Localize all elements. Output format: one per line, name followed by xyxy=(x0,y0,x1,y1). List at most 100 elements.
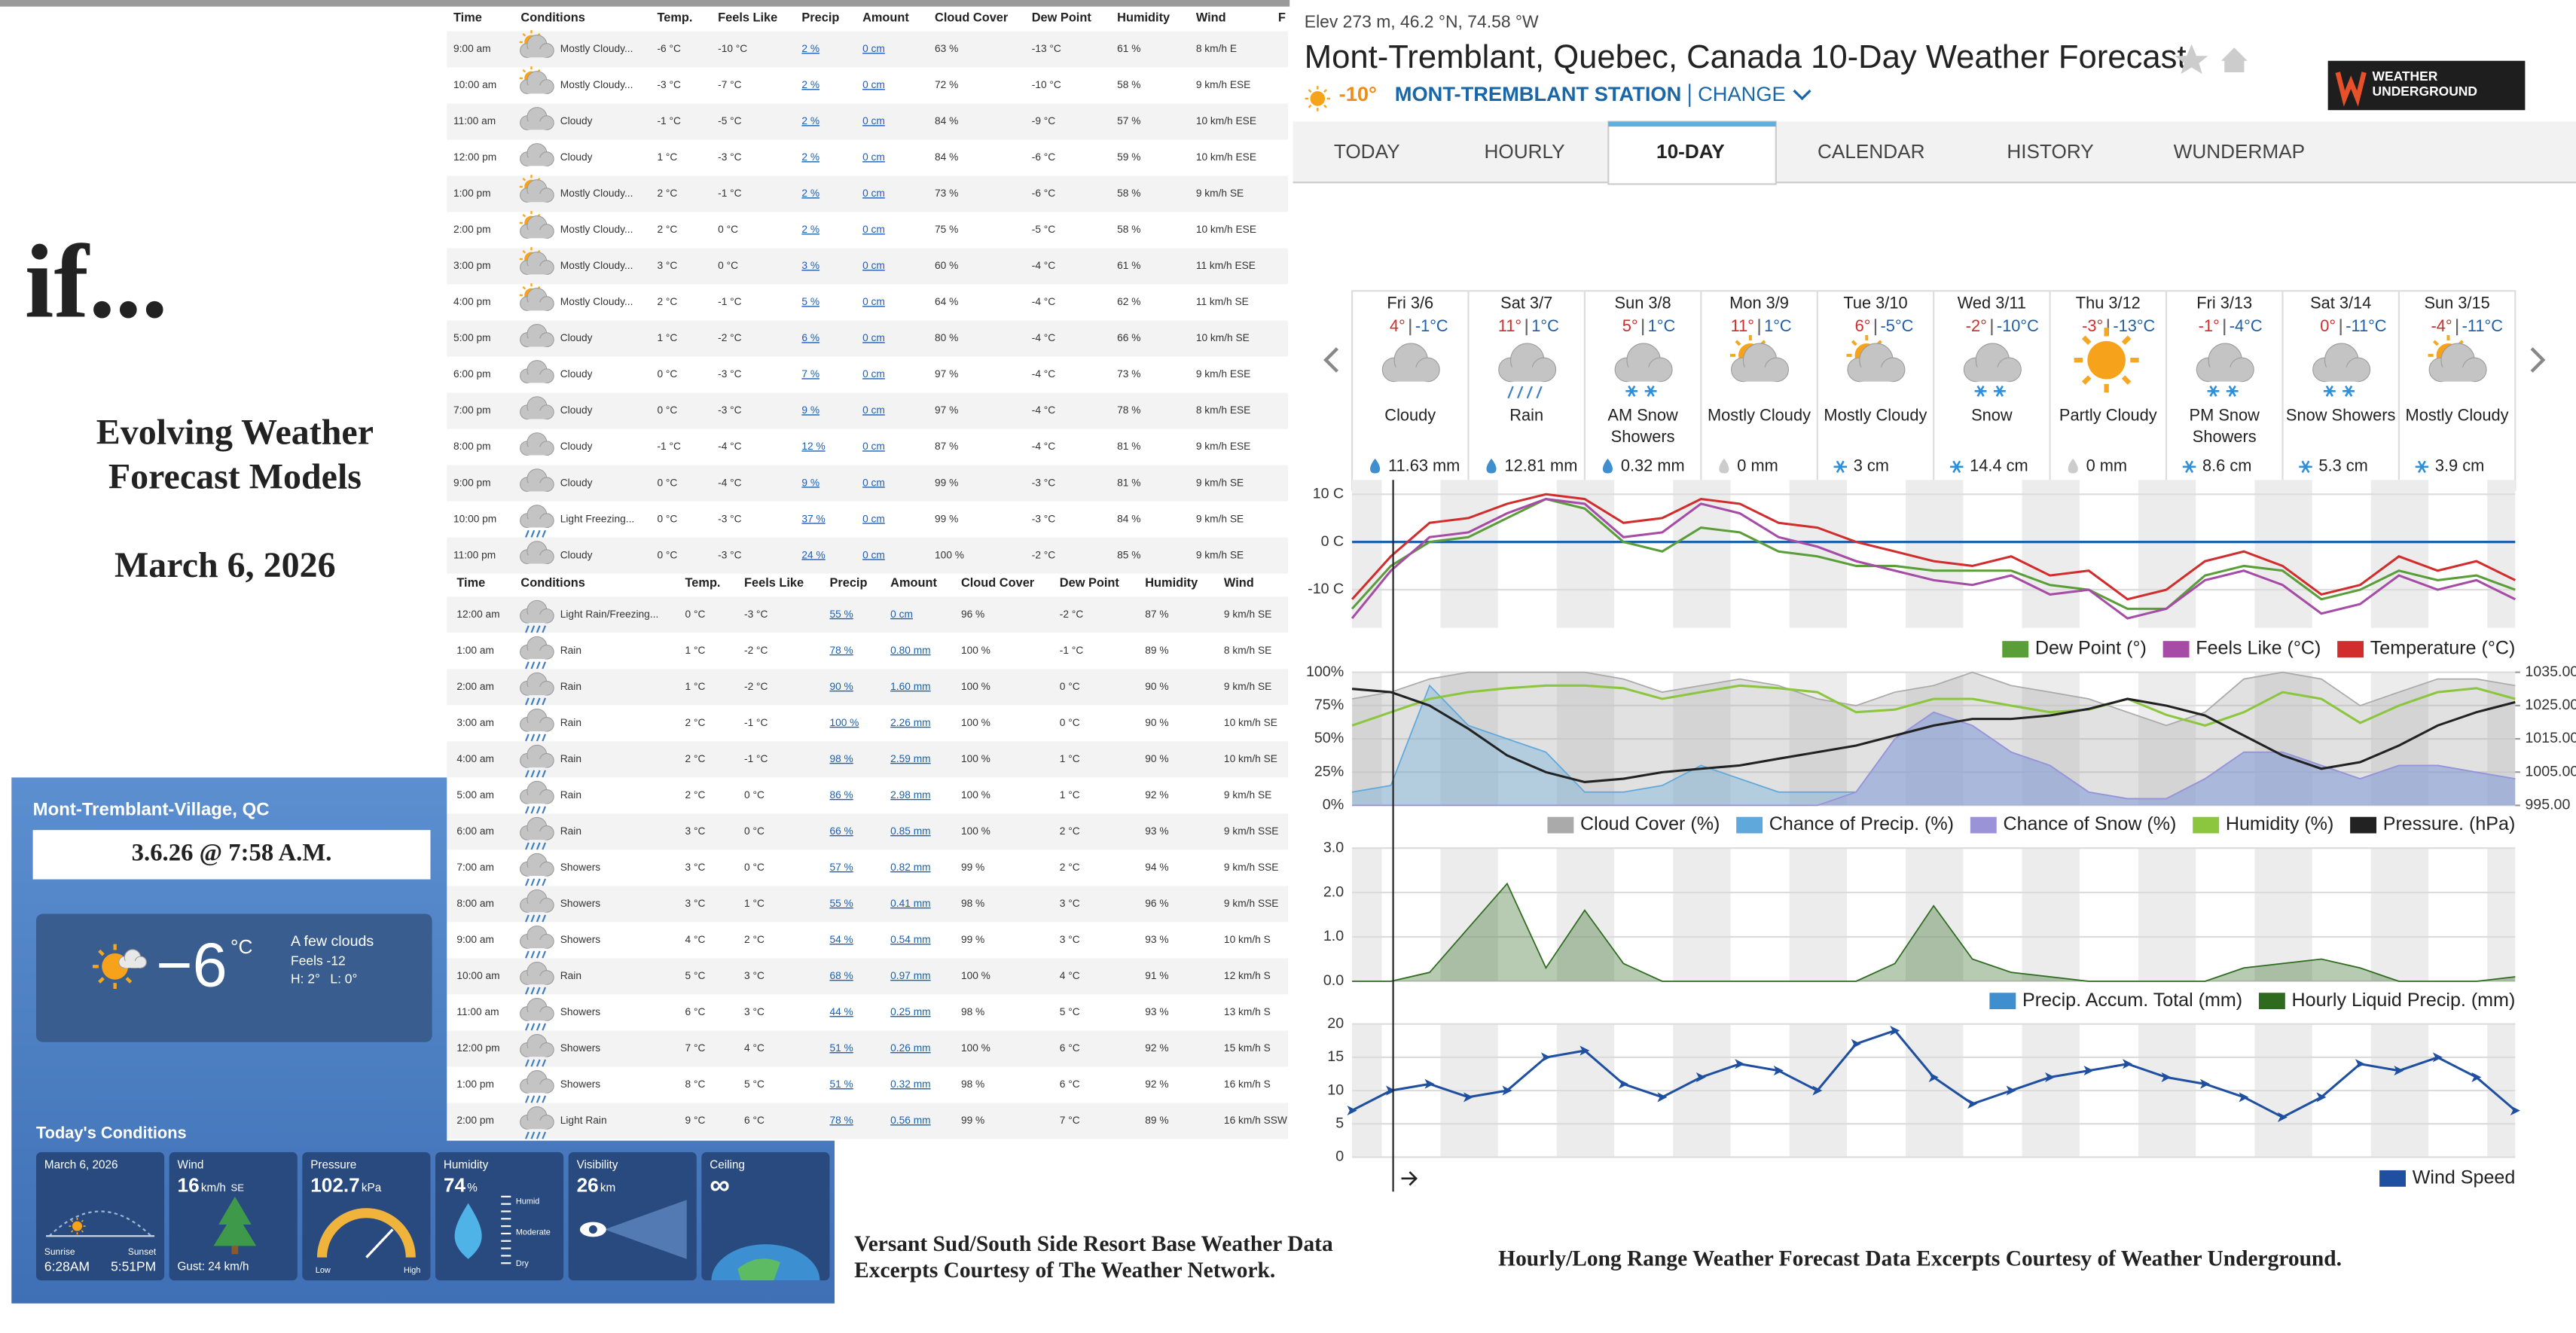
table-cell[interactable]: 2 % xyxy=(801,224,819,235)
table-cell[interactable]: 51 % xyxy=(829,1078,853,1090)
rain-drop xyxy=(542,1095,547,1103)
table-cell[interactable]: 0 cm xyxy=(862,151,885,163)
area-fill xyxy=(1352,712,2516,806)
night-band xyxy=(1906,480,1964,628)
table-cell[interactable]: 0.56 mm xyxy=(890,1115,930,1126)
table-cell[interactable]: 57 % xyxy=(829,862,853,873)
rain-drop xyxy=(536,987,541,995)
day-low: 1°C xyxy=(1648,316,1676,335)
tab[interactable]: WUNDERMAP xyxy=(2174,140,2305,163)
table-cell[interactable]: 0 cm xyxy=(862,79,885,90)
table-cell: -13 °C xyxy=(1032,43,1061,54)
day-card[interactable]: Sat 3/7 11° 1°C Rain 12.81 mm xyxy=(1467,291,1583,490)
table-cell[interactable]: 6 % xyxy=(801,332,819,343)
table-cell[interactable]: 0 cm xyxy=(862,43,885,54)
table-row xyxy=(447,31,1288,68)
cloud-part xyxy=(2208,367,2242,382)
table-cell[interactable]: 3 % xyxy=(801,260,819,271)
table-cell[interactable]: 24 % xyxy=(801,549,825,560)
table-cell[interactable]: 2.98 mm xyxy=(890,789,930,801)
table-cell[interactable]: 9 % xyxy=(801,477,819,488)
day-card[interactable]: Mon 3/9 11° 1°C Mostly Cloudy 0 mm xyxy=(1700,291,1815,490)
table-cell[interactable]: 44 % xyxy=(829,1006,853,1017)
table-cell: 4 °C xyxy=(1060,970,1080,981)
table-cell[interactable]: 78 % xyxy=(829,645,853,656)
change-link[interactable]: CHANGE xyxy=(1698,82,1786,105)
table-cell[interactable]: 2.26 mm xyxy=(890,717,930,728)
table-cell[interactable]: 86 % xyxy=(829,789,853,801)
condition-icon xyxy=(520,107,554,130)
table-cell[interactable]: 2 % xyxy=(801,115,819,127)
table-cell[interactable]: 37 % xyxy=(801,513,825,524)
condition-card: Wind 16 km/h SE Gust: 24 km/h xyxy=(169,1152,298,1281)
table-cell[interactable]: 2.59 mm xyxy=(890,753,930,764)
table-cell[interactable]: 0 cm xyxy=(862,224,885,235)
table-cell[interactable]: 1.60 mm xyxy=(890,681,930,692)
day-card[interactable]: Sun 3/8 5° 1°C AM Snow Showers 0.32 mm xyxy=(1583,291,1699,490)
table-cell[interactable]: 9 % xyxy=(801,404,819,416)
table-cell[interactable]: 0.82 mm xyxy=(890,862,930,873)
chevron xyxy=(1793,89,1811,101)
table-cell[interactable]: 0.25 mm xyxy=(890,1006,930,1017)
table-cell[interactable]: 0 cm xyxy=(862,296,885,307)
table-cell[interactable]: 0.54 mm xyxy=(890,934,930,945)
table-cell[interactable]: 7 % xyxy=(801,368,819,380)
station[interactable]: MONT-TREMBLANT STATION xyxy=(1395,82,1682,105)
table-cell[interactable]: 2 % xyxy=(801,151,819,163)
tab[interactable]: HISTORY xyxy=(2007,140,2093,163)
table-cell[interactable]: 0.85 mm xyxy=(890,825,930,837)
home-icon[interactable] xyxy=(2220,47,2248,73)
day-card[interactable]: Sun 3/15 -4° -11°C Mostly Cloudy 3.9 cm xyxy=(2397,291,2513,490)
table-cell[interactable]: 0 cm xyxy=(862,260,885,271)
table-cell[interactable]: 0 cm xyxy=(862,188,885,199)
table-cell[interactable]: 54 % xyxy=(829,934,853,945)
table-cell[interactable]: 0 cm xyxy=(862,115,885,127)
table-cell[interactable]: 100 % xyxy=(829,717,859,728)
table-cell: 8:00 pm xyxy=(453,441,491,452)
table-cell[interactable]: 0 cm xyxy=(890,609,913,620)
tab[interactable]: HOURLY xyxy=(1485,140,1565,163)
table-cell[interactable]: 12 % xyxy=(801,441,825,452)
table-cell[interactable]: 5 % xyxy=(801,296,819,307)
table-cell[interactable]: 0 cm xyxy=(862,477,885,488)
table-row xyxy=(447,284,1288,321)
table-cell[interactable]: 2 % xyxy=(801,188,819,199)
tab[interactable]: TODAY xyxy=(1334,140,1400,163)
table-cell[interactable]: 2 % xyxy=(801,79,819,90)
next-arrow[interactable] xyxy=(2530,347,2546,373)
table-cell[interactable]: 0 cm xyxy=(862,549,885,560)
table-cell[interactable]: 0.41 mm xyxy=(890,898,930,909)
day-card[interactable]: Fri 3/6 4° -1°C Cloudy 11.63 mm xyxy=(1354,294,1467,490)
table-cell[interactable]: 68 % xyxy=(829,970,853,981)
table-cell: 1:00 pm xyxy=(456,1078,494,1090)
date: March 6, 2026 xyxy=(114,545,336,585)
table-cell[interactable]: 98 % xyxy=(829,753,853,764)
table-cell[interactable]: 2 % xyxy=(801,43,819,54)
day-card[interactable]: Fri 3/13 -1° -4°C PM Snow Showers 8.6 cm xyxy=(2165,291,2281,490)
table-cell[interactable]: 0 cm xyxy=(862,441,885,452)
tab[interactable]: 10-DAY xyxy=(1656,140,1725,163)
table-cell[interactable]: 0 cm xyxy=(862,513,885,524)
table-cell[interactable]: 0 cm xyxy=(862,404,885,416)
table-cell[interactable]: 0 cm xyxy=(862,368,885,380)
table-cell[interactable]: 51 % xyxy=(829,1042,853,1054)
table-cell[interactable]: 0 cm xyxy=(862,332,885,343)
day-card[interactable]: Tue 3/10 6° -5°C Mostly Cloudy 3 cm xyxy=(1816,291,1932,490)
table-cell[interactable]: 90 % xyxy=(829,681,853,692)
table-cell[interactable]: 78 % xyxy=(829,1115,853,1126)
tab[interactable]: CALENDAR xyxy=(1818,140,1924,163)
table-cell[interactable]: 0.80 mm xyxy=(890,645,930,656)
wind-marker xyxy=(1890,1025,1900,1036)
table-cell[interactable]: 66 % xyxy=(829,825,853,837)
y-tick-label: 0 xyxy=(1335,1148,1344,1165)
table-cell[interactable]: 0.97 mm xyxy=(890,970,930,981)
day-card[interactable]: Sat 3/14 0° -11°C Snow Showers 5.3 cm xyxy=(2281,291,2397,490)
day-card[interactable]: Wed 3/11 -2° -10°C Snow 14.4 cm xyxy=(1933,291,2048,490)
day-card[interactable]: Thu 3/12 -3° -13°C Partly Cloudy 0 mm xyxy=(2049,291,2165,490)
table-cell[interactable]: 0.32 mm xyxy=(890,1078,930,1090)
table-cell[interactable]: 0.26 mm xyxy=(890,1042,930,1054)
table-cell[interactable]: 55 % xyxy=(829,898,853,909)
star-icon[interactable] xyxy=(2175,44,2208,75)
table-cell[interactable]: 55 % xyxy=(829,609,853,620)
prev-arrow[interactable] xyxy=(1323,347,1338,373)
